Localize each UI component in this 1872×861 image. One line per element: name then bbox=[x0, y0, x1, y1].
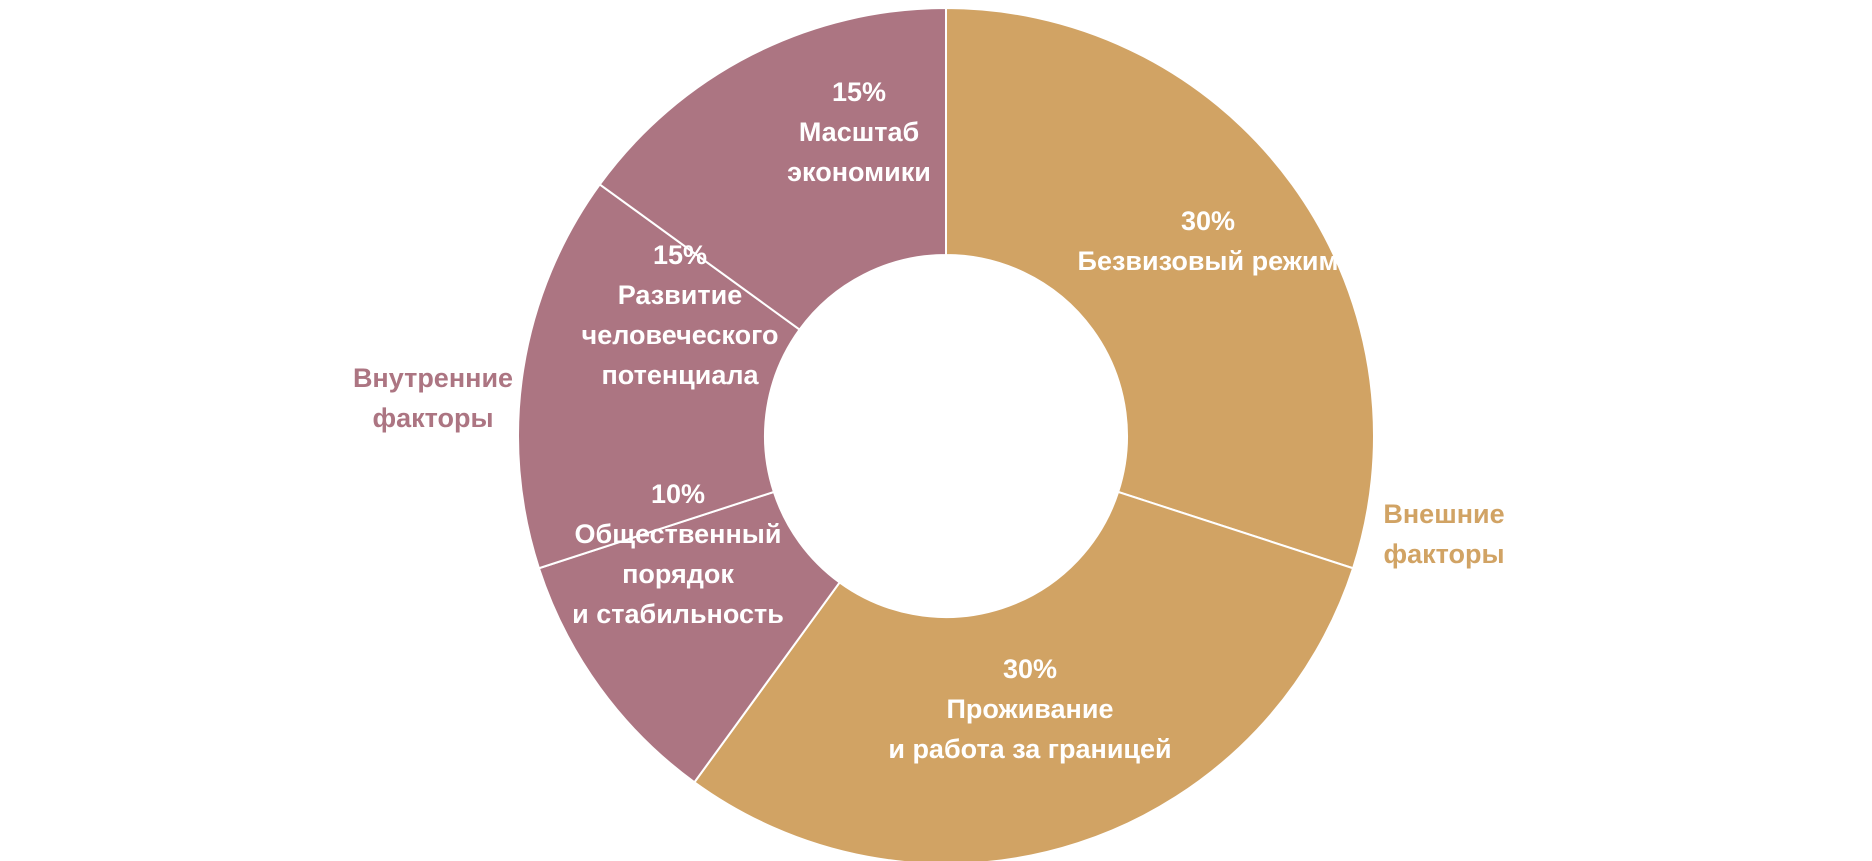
slice-name-line: Развитие bbox=[618, 280, 742, 310]
group-label-internal: Внутренние факторы bbox=[353, 363, 513, 433]
slice-value-label: 10% bbox=[651, 479, 705, 509]
slice-name-line: порядок bbox=[622, 559, 734, 589]
slice-2 bbox=[537, 490, 842, 784]
slice-value-label: 15% bbox=[832, 77, 886, 107]
slice-label-4: 15% Масштаб экономики bbox=[787, 77, 931, 187]
slice-value-label: 30% bbox=[1181, 206, 1235, 236]
chart-slice-labels: 30% Безвизовый режим 30% Проживание и работа… bbox=[572, 77, 1338, 764]
slice-1 bbox=[693, 490, 1355, 861]
group-label-line: Внешние bbox=[1383, 499, 1504, 529]
slice-0 bbox=[945, 6, 1375, 570]
slice-name-line: Масштаб bbox=[799, 117, 919, 147]
slice-name-line: потенциала bbox=[601, 360, 759, 390]
chart-group-labels: Внутренние факторы Внешние факторы bbox=[353, 363, 1505, 569]
slice-name-line: Безвизовый режим bbox=[1078, 246, 1339, 276]
slice-label-3: 15% Развитие человеческого потенциала bbox=[582, 240, 779, 390]
slice-label-0: 30% Безвизовый режим bbox=[1078, 206, 1339, 276]
slice-name-line: экономики bbox=[787, 157, 931, 187]
slice-value-label: 30% bbox=[1003, 654, 1057, 684]
slice-3 bbox=[517, 183, 801, 570]
group-label-line: факторы bbox=[1383, 539, 1504, 569]
slice-name-line: Проживание bbox=[947, 694, 1114, 724]
slice-name-line: и стабильность bbox=[572, 599, 784, 629]
slice-value-label: 15% bbox=[653, 240, 707, 270]
slice-4 bbox=[598, 6, 947, 332]
slice-name-line: Общественный bbox=[575, 519, 782, 549]
group-label-line: Внутренние bbox=[353, 363, 513, 393]
chart-slices bbox=[517, 6, 1375, 861]
slice-label-2: 10% Общественный порядок и стабильность bbox=[572, 479, 784, 629]
group-label-external: Внешние факторы bbox=[1383, 499, 1504, 569]
slice-name-line: и работа за границей bbox=[888, 734, 1171, 764]
group-label-line: факторы bbox=[372, 403, 493, 433]
slice-label-1: 30% Проживание и работа за границей bbox=[888, 654, 1171, 764]
slice-name-line: человеческого bbox=[582, 320, 779, 350]
